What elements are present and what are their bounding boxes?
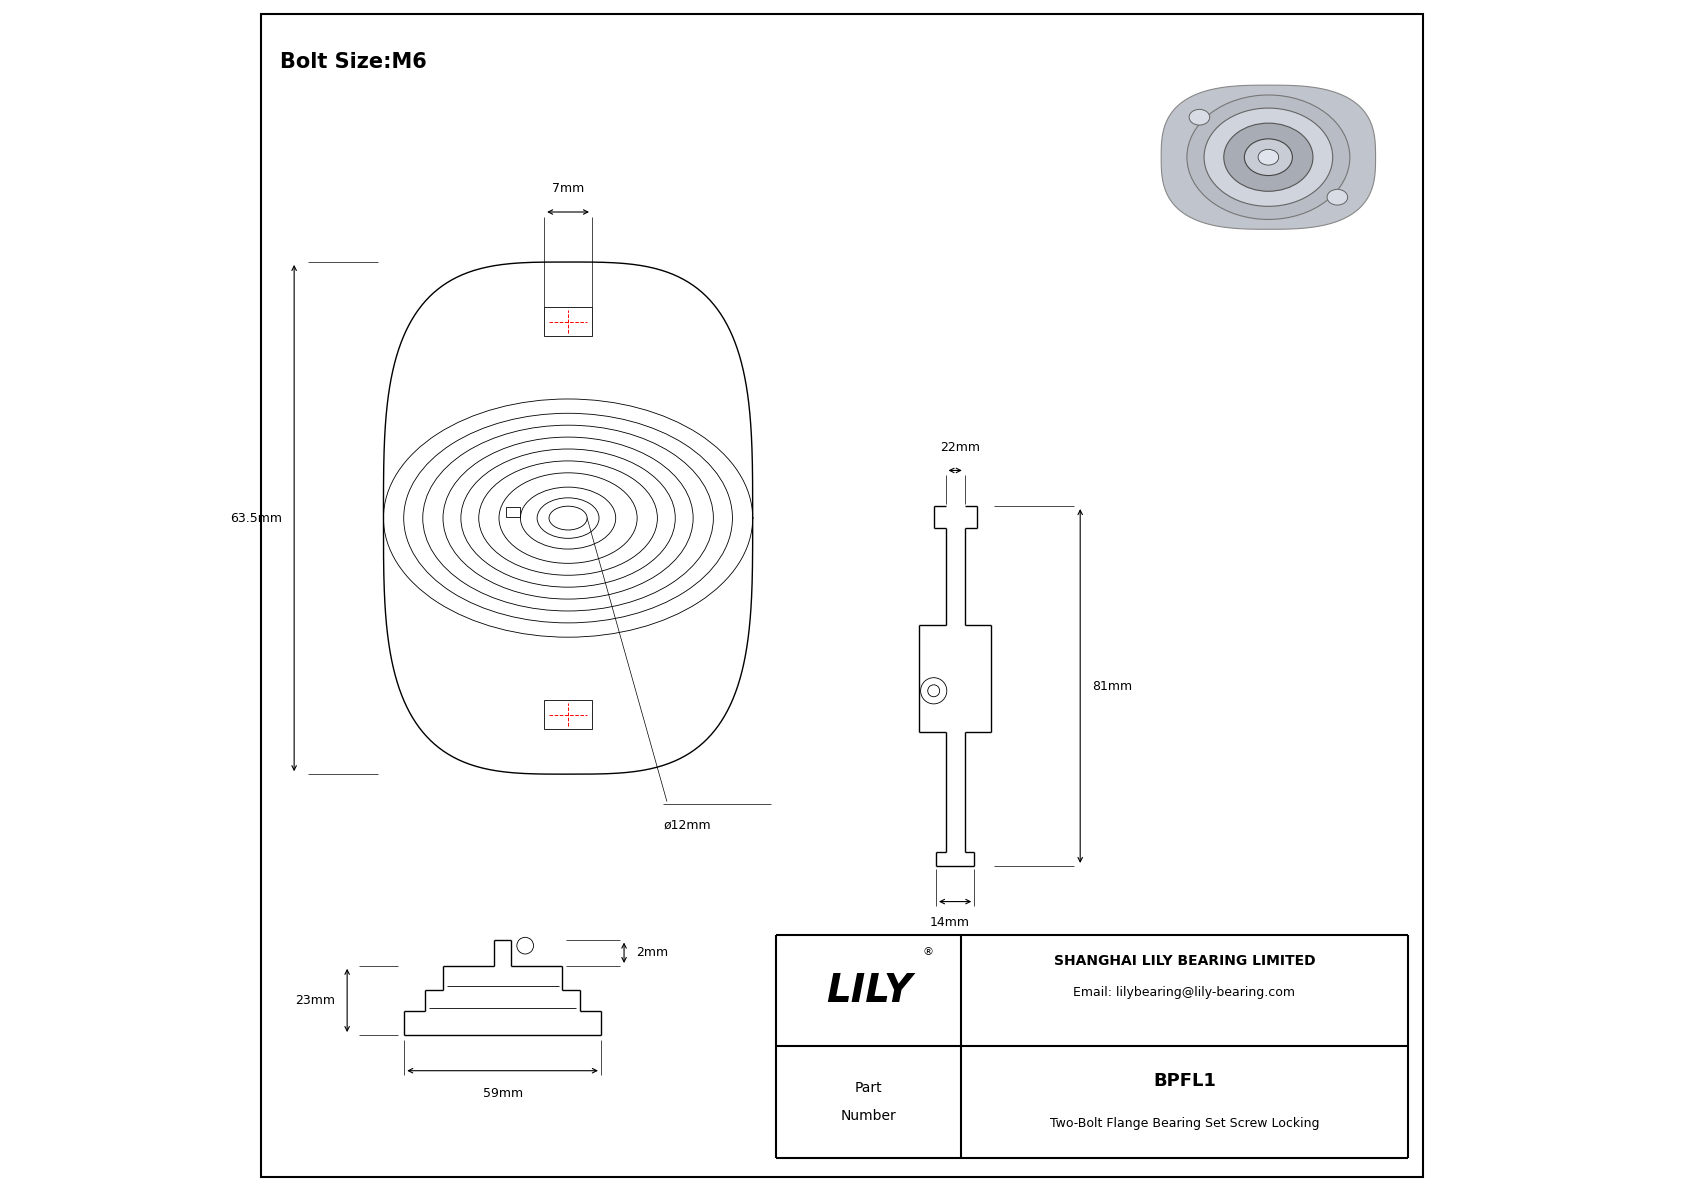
Text: 59mm: 59mm [483, 1087, 522, 1100]
Text: LILY: LILY [825, 972, 911, 1010]
Bar [507, 507, 520, 517]
Ellipse shape [1258, 149, 1278, 166]
Bar [544, 307, 591, 336]
Ellipse shape [1204, 108, 1332, 206]
Text: Email: lilybearing@lily-bearing.com: Email: lilybearing@lily-bearing.com [1073, 986, 1295, 998]
Text: Number: Number [840, 1109, 896, 1123]
Text: 7mm: 7mm [552, 182, 584, 195]
Text: 14mm: 14mm [930, 916, 970, 929]
Text: 22mm: 22mm [940, 441, 980, 454]
Ellipse shape [1187, 95, 1351, 219]
Text: 81mm: 81mm [1093, 680, 1132, 692]
Polygon shape [1162, 86, 1376, 229]
Text: 2mm: 2mm [637, 947, 669, 959]
Text: Bolt Size:M6: Bolt Size:M6 [280, 52, 426, 71]
Text: ø12mm: ø12mm [663, 818, 711, 831]
Ellipse shape [1189, 110, 1209, 125]
Ellipse shape [1244, 139, 1292, 175]
Text: Two-Bolt Flange Bearing Set Screw Locking: Two-Bolt Flange Bearing Set Screw Lockin… [1049, 1117, 1319, 1130]
Text: ®: ® [923, 947, 935, 958]
Ellipse shape [1327, 189, 1347, 205]
Text: BPFL1: BPFL1 [1154, 1072, 1216, 1090]
Text: 23mm: 23mm [295, 994, 335, 1006]
Bar [544, 700, 591, 729]
Text: 63.5mm: 63.5mm [231, 512, 283, 524]
Ellipse shape [1224, 123, 1314, 192]
Text: SHANGHAI LILY BEARING LIMITED: SHANGHAI LILY BEARING LIMITED [1054, 954, 1315, 968]
Text: Part: Part [855, 1080, 882, 1095]
